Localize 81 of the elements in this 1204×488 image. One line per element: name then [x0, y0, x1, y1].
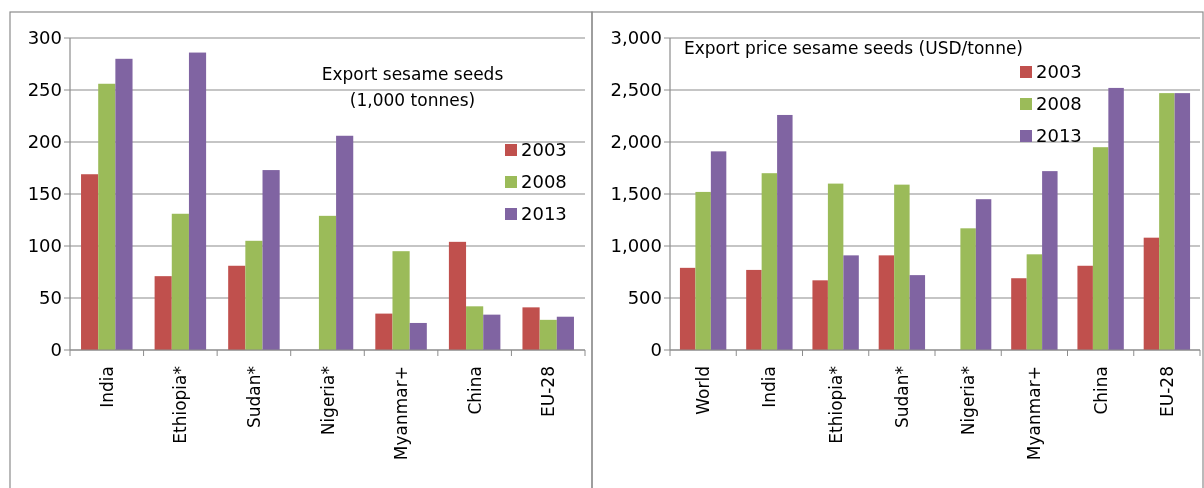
bar	[827, 183, 844, 350]
bar	[448, 241, 467, 350]
y-tick-label: 250	[27, 79, 62, 101]
x-tick-label: Nigeria*	[958, 366, 979, 436]
x-tick-label: Ethiopia*	[825, 366, 846, 444]
bar	[975, 199, 992, 350]
bar	[710, 151, 727, 350]
bar	[1077, 265, 1093, 350]
legend-label: 2003	[521, 139, 567, 161]
bar	[466, 306, 484, 350]
bar	[539, 319, 557, 350]
bar	[154, 276, 172, 350]
bar	[318, 215, 337, 350]
y-tick-label: 200	[27, 131, 62, 153]
text: Export sesame seeds	[321, 64, 504, 84]
x-tick-label: India	[759, 366, 780, 408]
bar	[115, 58, 133, 350]
chart-title: Export price sesame seeds (USD/tonne)	[684, 38, 1023, 58]
bar	[98, 83, 116, 350]
y-tick-label: 50	[39, 287, 62, 309]
bar	[336, 135, 354, 350]
x-tick-label: Nigeria*	[317, 366, 338, 436]
bar	[909, 275, 926, 350]
y-tick-label: 2,000	[610, 131, 662, 153]
y-tick-label: 300	[27, 27, 62, 49]
bar	[262, 170, 280, 350]
bar	[761, 173, 778, 350]
x-tick-label: World	[693, 366, 714, 415]
bar	[392, 251, 410, 350]
text: (1,000 tonnes)	[349, 90, 476, 110]
bar	[228, 265, 246, 350]
y-tick-label: 500	[627, 287, 662, 309]
legend-label: 2008	[521, 171, 567, 193]
x-tick-label: India	[96, 366, 117, 408]
y-tick-label: 100	[27, 235, 62, 257]
x-tick-label: Myanmar+	[1024, 366, 1045, 461]
x-tick-label: Sudan*	[891, 366, 912, 429]
bar	[746, 269, 762, 350]
y-tick-label: 1,000	[610, 235, 662, 257]
y-tick-label: 1,500	[610, 183, 662, 205]
bar	[1159, 93, 1175, 350]
bar	[894, 184, 910, 350]
y-tick-label: 0	[650, 339, 662, 361]
y-tick-label: 2,500	[610, 79, 662, 101]
bar	[375, 313, 393, 350]
bar	[171, 213, 189, 350]
y-tick-label: 150	[27, 183, 62, 205]
bar	[1092, 147, 1109, 350]
y-tick-label: 0	[50, 339, 62, 361]
bar	[409, 322, 427, 350]
legend-label: 2008	[1036, 93, 1082, 115]
bar	[1026, 254, 1043, 350]
bar	[1108, 87, 1124, 350]
bar	[483, 314, 501, 350]
bar	[245, 240, 263, 350]
bar	[556, 316, 574, 350]
bar	[1174, 93, 1191, 350]
legend-label: 2013	[1036, 125, 1082, 147]
x-tick-label: China	[464, 366, 485, 415]
bar	[695, 191, 711, 350]
bar	[679, 267, 696, 350]
bar	[878, 255, 895, 350]
x-tick-label: EU-28	[1156, 366, 1177, 417]
bar	[522, 307, 540, 350]
x-tick-label: China	[1090, 366, 1111, 415]
bar	[1011, 278, 1027, 350]
bar	[843, 255, 859, 350]
bar	[1143, 237, 1160, 350]
bar	[777, 114, 793, 350]
legend-label: 2013	[521, 203, 567, 225]
bar	[188, 52, 207, 350]
bar	[812, 280, 828, 350]
bar	[81, 174, 99, 350]
bar	[960, 228, 976, 350]
legend-label: 2003	[1036, 61, 1082, 83]
x-tick-label: EU-28	[538, 366, 559, 417]
x-tick-label: Ethiopia*	[170, 366, 191, 444]
y-tick-label: 3,000	[610, 27, 662, 49]
x-tick-label: Myanmar+	[391, 366, 412, 461]
x-tick-label: Sudan*	[243, 366, 264, 429]
bar	[1042, 171, 1058, 350]
